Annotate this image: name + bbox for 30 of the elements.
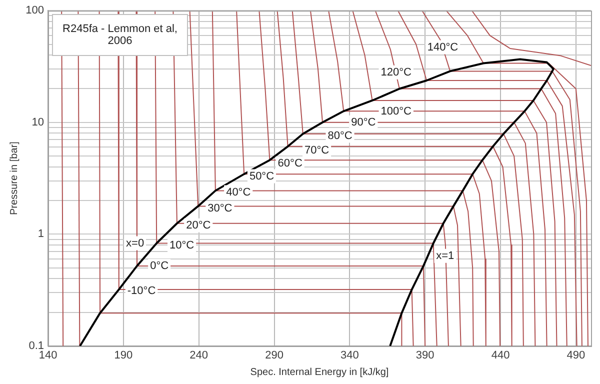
x-tick-label: 290: [265, 350, 284, 362]
x-tick-label: 190: [114, 350, 133, 362]
y-tick-label: 10: [32, 116, 44, 128]
x-tick-label: 340: [340, 350, 359, 362]
annotation: 20°C: [186, 219, 211, 232]
annotation: 80°C: [328, 130, 352, 142]
x-tick-label: 390: [416, 350, 434, 362]
annotation: 40°C: [226, 186, 251, 198]
annotation: x=0: [126, 237, 144, 250]
y-axis-title: Pressure in [bar]: [8, 141, 20, 215]
x-tick-label: 490: [566, 350, 586, 362]
x-axis-title: Spec. Internal Energy in [kJ/kg]: [250, 366, 389, 378]
y-tick-label: 1: [38, 228, 44, 240]
annotation: 90°C: [351, 116, 376, 128]
y-tick-label: 100: [26, 4, 44, 17]
annotation: 120°C: [380, 66, 412, 78]
annotation: 140°C: [427, 41, 458, 54]
x-tick-label: 140: [38, 350, 58, 362]
annotation: 10°C: [170, 240, 194, 252]
annotation: -10°C: [127, 284, 156, 297]
annotation: 60°C: [278, 157, 302, 170]
annotation: 100°C: [380, 106, 412, 118]
annotation: 0°C: [150, 260, 169, 272]
annotation: 50°C: [249, 170, 274, 182]
annotation: R245fa - Lemmon et al, 2006: [52, 14, 188, 56]
annotation: x=1: [436, 250, 454, 262]
x-tick-label: 440: [491, 350, 510, 362]
annotation: 70°C: [304, 144, 330, 157]
x-tick-label: 240: [190, 350, 208, 362]
annotation: 30°C: [208, 202, 232, 214]
